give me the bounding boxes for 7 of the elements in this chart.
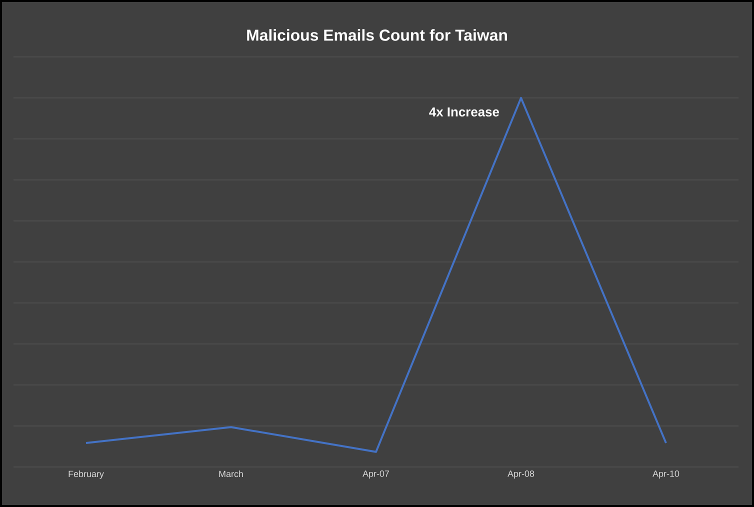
x-tick-label: Apr-10 bbox=[652, 470, 680, 479]
x-tick-label: March bbox=[219, 470, 243, 478]
x-tick-label: February bbox=[68, 470, 104, 479]
x-tick-label: Apr-08 bbox=[508, 470, 534, 479]
annotation: 4x Increase bbox=[429, 107, 500, 117]
x-tick-label: Apr-07 bbox=[362, 470, 390, 479]
chart-title: Malicious Emails Count for Taiwan bbox=[247, 29, 507, 41]
